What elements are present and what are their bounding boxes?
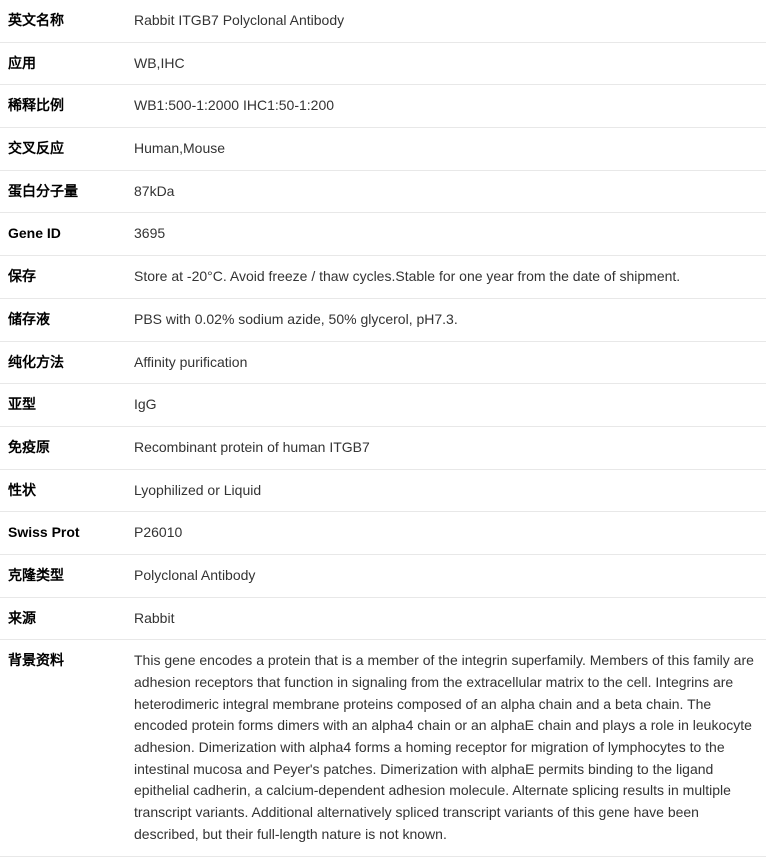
row-value: Human,Mouse [126, 128, 766, 171]
row-value: Polyclonal Antibody [126, 554, 766, 597]
row-value: This gene encodes a protein that is a me… [126, 640, 766, 856]
row-value: Rabbit [126, 597, 766, 640]
table-row: 英文名称Rabbit ITGB7 Polyclonal Antibody [0, 0, 766, 42]
row-value: P26010 [126, 512, 766, 555]
spec-table: 英文名称Rabbit ITGB7 Polyclonal Antibody 应用W… [0, 0, 766, 857]
row-label: 纯化方法 [0, 341, 126, 384]
row-value: IgG [126, 384, 766, 427]
spec-table-body: 英文名称Rabbit ITGB7 Polyclonal Antibody 应用W… [0, 0, 766, 856]
row-label: 亚型 [0, 384, 126, 427]
row-label: 稀释比例 [0, 85, 126, 128]
table-row: Gene ID3695 [0, 213, 766, 256]
row-label: 储存液 [0, 298, 126, 341]
row-value: 87kDa [126, 170, 766, 213]
table-row: 纯化方法Affinity purification [0, 341, 766, 384]
row-label: 来源 [0, 597, 126, 640]
row-label: 应用 [0, 42, 126, 85]
row-label: 背景资料 [0, 640, 126, 856]
table-row: 保存Store at -20°C. Avoid freeze / thaw cy… [0, 256, 766, 299]
table-row: 交叉反应Human,Mouse [0, 128, 766, 171]
table-row: 储存液PBS with 0.02% sodium azide, 50% glyc… [0, 298, 766, 341]
row-label: 克隆类型 [0, 554, 126, 597]
table-row: 性状Lyophilized or Liquid [0, 469, 766, 512]
table-row: Swiss ProtP26010 [0, 512, 766, 555]
table-row: 应用WB,IHC [0, 42, 766, 85]
table-row: 稀释比例WB1:500-1:2000 IHC1:50-1:200 [0, 85, 766, 128]
row-label: 性状 [0, 469, 126, 512]
table-row: 亚型IgG [0, 384, 766, 427]
row-label: 交叉反应 [0, 128, 126, 171]
row-label: Gene ID [0, 213, 126, 256]
row-label: 免疫原 [0, 426, 126, 469]
row-label: 英文名称 [0, 0, 126, 42]
table-row: 免疫原Recombinant protein of human ITGB7 [0, 426, 766, 469]
row-value: Affinity purification [126, 341, 766, 384]
table-row: 克隆类型Polyclonal Antibody [0, 554, 766, 597]
row-value: Recombinant protein of human ITGB7 [126, 426, 766, 469]
table-row: 蛋白分子量87kDa [0, 170, 766, 213]
row-value: Lyophilized or Liquid [126, 469, 766, 512]
table-row: 来源Rabbit [0, 597, 766, 640]
row-value: WB,IHC [126, 42, 766, 85]
row-label: 保存 [0, 256, 126, 299]
row-value: 3695 [126, 213, 766, 256]
row-value: Rabbit ITGB7 Polyclonal Antibody [126, 0, 766, 42]
table-row: 背景资料This gene encodes a protein that is … [0, 640, 766, 856]
row-value: WB1:500-1:2000 IHC1:50-1:200 [126, 85, 766, 128]
row-value: PBS with 0.02% sodium azide, 50% glycero… [126, 298, 766, 341]
row-value: Store at -20°C. Avoid freeze / thaw cycl… [126, 256, 766, 299]
row-label: Swiss Prot [0, 512, 126, 555]
row-label: 蛋白分子量 [0, 170, 126, 213]
